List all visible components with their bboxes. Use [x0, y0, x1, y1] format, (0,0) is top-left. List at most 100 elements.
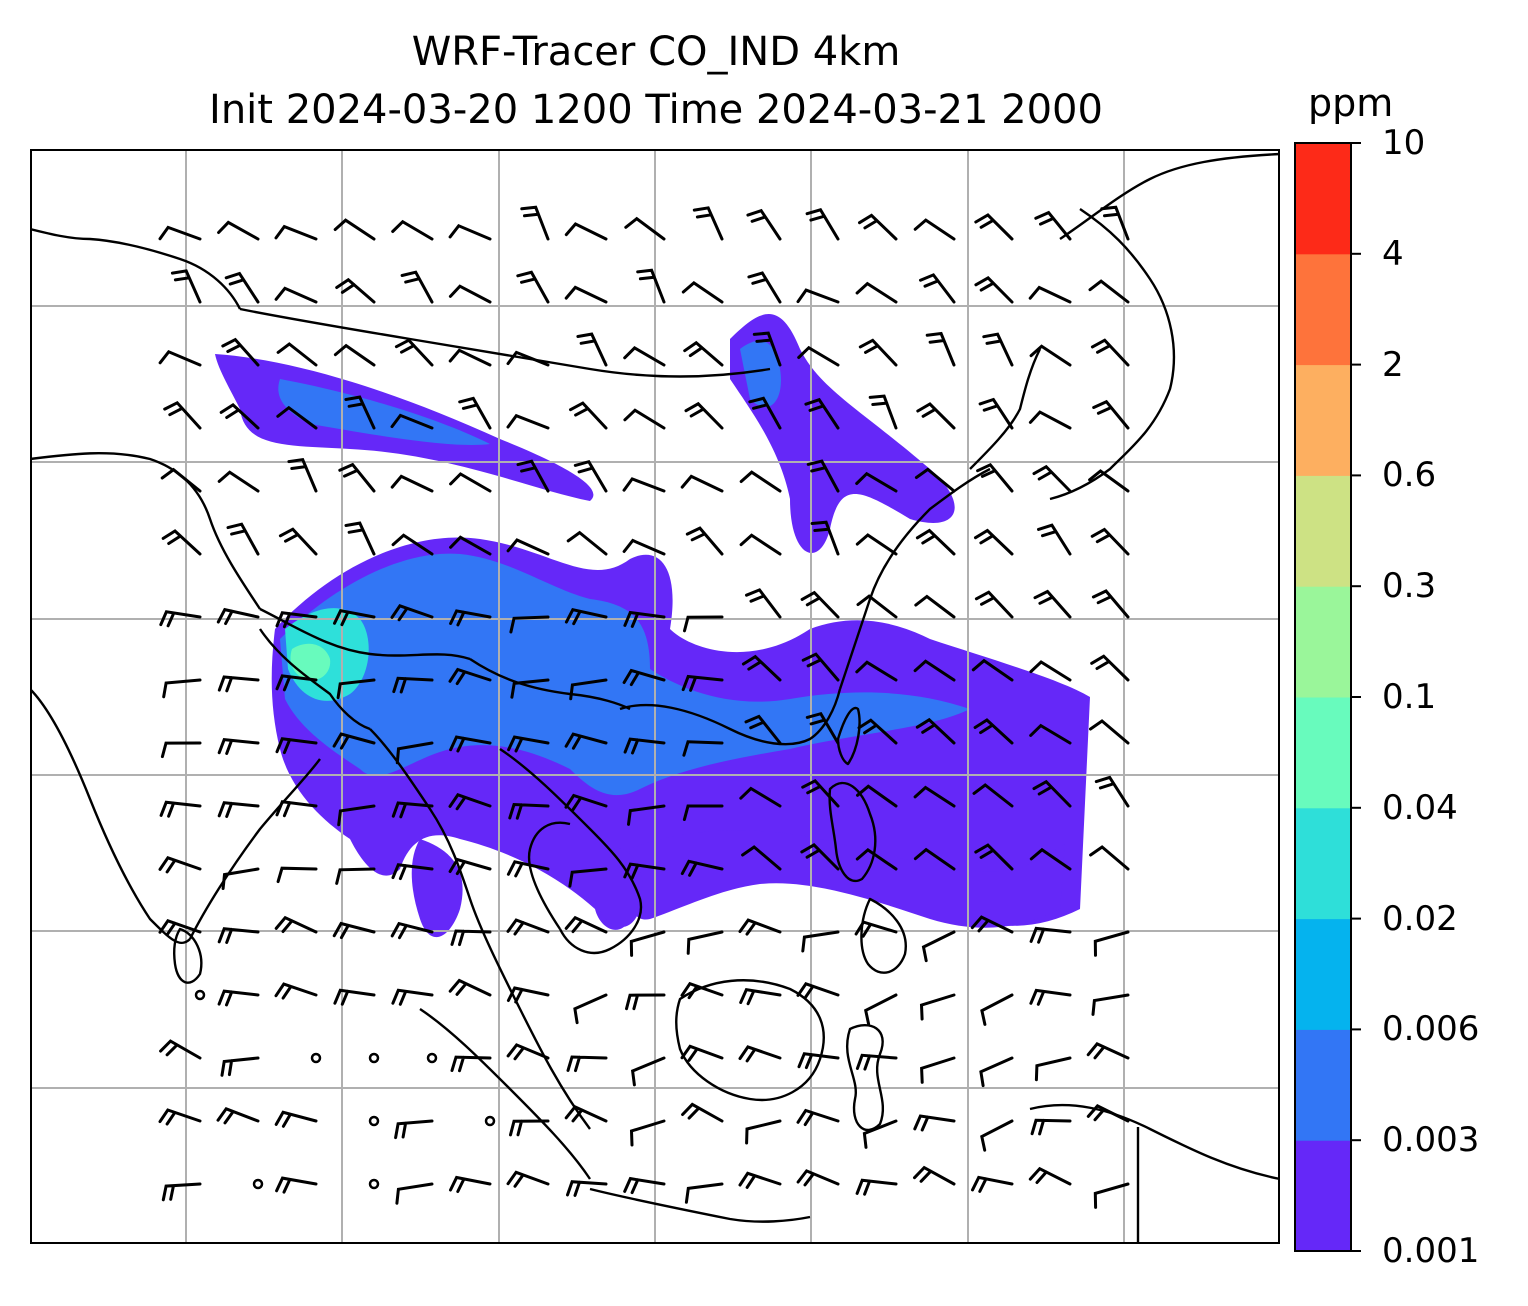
wind-barb	[287, 458, 318, 493]
wind-barb	[1037, 523, 1072, 556]
wind-barb	[1028, 1166, 1072, 1186]
wind-barb	[1029, 344, 1072, 367]
wind-barb	[390, 474, 434, 493]
wind-barb	[796, 288, 840, 304]
coastlines-and-borders	[30, 152, 1280, 1244]
colorbar-tick-label: 0.003	[1382, 1120, 1480, 1161]
map-panel[interactable]	[30, 149, 1280, 1244]
wind-barb	[796, 1169, 840, 1187]
wind-barb	[681, 674, 724, 692]
wind-barb	[1088, 469, 1130, 493]
wind-barb	[805, 208, 840, 241]
wind-barb	[680, 859, 724, 877]
wind-barb	[741, 654, 782, 682]
wind-barb	[390, 921, 434, 940]
wind-barb	[391, 801, 434, 819]
wind-barb	[970, 915, 1014, 934]
colorbar-segment	[1295, 364, 1351, 476]
coast-india-west	[30, 688, 191, 945]
wind-barb	[333, 609, 376, 627]
wind-barb	[804, 397, 840, 430]
wind-barb	[162, 678, 202, 699]
wind-barb	[913, 1165, 956, 1186]
wind-barb	[448, 348, 492, 367]
wind-barb	[394, 338, 434, 367]
wind-barb	[913, 218, 956, 241]
border-china-mongolia	[239, 307, 771, 378]
wind-barb	[856, 594, 898, 619]
wind-barb	[391, 988, 434, 1006]
plume-sea-band	[626, 830, 1065, 928]
wind-barb	[509, 615, 550, 634]
wind-barb	[1032, 779, 1072, 808]
wind-barb	[980, 1119, 1014, 1152]
wind-barb	[1034, 1056, 1072, 1082]
colorbar-frame	[1294, 142, 1352, 1252]
wind-barb	[855, 848, 898, 871]
map-frame	[30, 149, 1280, 1244]
colorbar-segment	[1295, 697, 1351, 809]
colorbar-segment	[1295, 807, 1351, 920]
wind-barb	[564, 285, 608, 304]
wind-barb	[855, 660, 898, 682]
colorbar-tick-label: 0.006	[1382, 1009, 1480, 1050]
calm-wind-marker	[368, 1052, 380, 1064]
wind-barb	[684, 1182, 724, 1204]
wind-barb	[274, 286, 318, 304]
wind-barb	[448, 793, 492, 811]
wind-barb	[976, 462, 1014, 493]
wind-barb	[506, 860, 550, 878]
colorbar-segment	[1295, 586, 1351, 698]
wind-barb	[506, 1170, 550, 1188]
wind-barb	[337, 804, 376, 827]
wind-barb	[1091, 589, 1130, 619]
wind-barb	[625, 993, 666, 1011]
wind-barb	[748, 396, 782, 430]
wind-barb	[971, 1175, 1014, 1193]
wind-barb	[274, 224, 318, 241]
colorbar-tick-label: 4	[1382, 233, 1404, 274]
wind-barb	[161, 1182, 202, 1202]
wind-barb	[797, 345, 840, 367]
wind-barb	[275, 674, 318, 692]
wind-barb	[919, 993, 956, 1021]
wind-barb	[622, 477, 666, 493]
wind-barb	[801, 652, 840, 682]
wind-barb	[800, 590, 840, 619]
wind-barb	[1028, 285, 1072, 304]
wind-barb	[509, 1119, 550, 1137]
sri-lanka	[173, 927, 203, 984]
wind-barb	[516, 459, 550, 493]
wind-barb	[680, 474, 724, 493]
wind-barb	[564, 607, 608, 626]
coast-taiwan	[836, 706, 861, 766]
wind-barb	[333, 343, 376, 367]
wind-barb	[862, 1119, 898, 1149]
colorbar-segment	[1295, 1140, 1351, 1252]
border-indochina-north	[469, 658, 631, 711]
wind-barb	[395, 1182, 434, 1205]
wind-barb	[855, 533, 898, 556]
wind-barb	[745, 588, 782, 619]
wind-barb	[806, 459, 840, 493]
wind-barb	[216, 1106, 260, 1125]
wind-barb	[516, 270, 550, 304]
wind-barb	[739, 988, 782, 1006]
colorbar-segment	[1295, 475, 1351, 587]
wind-barb	[1028, 410, 1072, 430]
wind-barb	[1086, 1042, 1130, 1060]
wind-barb	[692, 206, 724, 241]
wind-barb	[627, 804, 666, 826]
plume-southwest-tail	[411, 839, 463, 938]
wind-barb	[682, 740, 724, 757]
wind-barb	[217, 989, 260, 1007]
wind-barb	[569, 678, 608, 701]
wind-barb	[449, 472, 492, 493]
wind-barb	[974, 843, 1014, 871]
wind-barb	[685, 526, 724, 556]
wind-barb	[796, 1108, 840, 1127]
wind-barb	[449, 735, 492, 753]
wind-barb	[217, 801, 260, 818]
wind-barb	[450, 929, 492, 947]
wind-barb	[394, 1119, 434, 1140]
